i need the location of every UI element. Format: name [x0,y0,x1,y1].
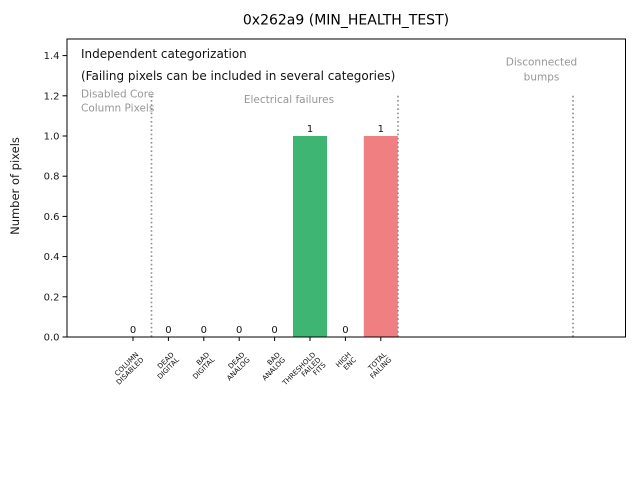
x-tick-label-bad-digital: BADDIGITAL [186,351,216,381]
separators-layer [150,95,574,337]
bar-threshold-failed-fits [293,136,327,337]
x-tick-label-column-disabled: COLUMNDISABLED [110,351,146,387]
bar-value-label: 0 [165,325,171,336]
y-tick-label: 0.0 [44,333,60,344]
annotation-failing-note: (Failing pixels can be included in sever… [81,69,395,83]
x-tick-label-dead-digital: DEADDIGITAL [151,351,181,381]
y-tick-label: 0.6 [44,212,60,223]
y-tick-label: 1.0 [44,132,60,143]
bars-layer: 0 0 0 0 0 1 0 1 [130,124,398,337]
y-tick-label: 0.8 [44,172,60,183]
bar-value-label: 1 [307,124,313,135]
bar-value-label: 0 [342,325,348,336]
chart-title: 0x262a9 (MIN_HEALTH_TEST) [243,13,449,29]
x-tick-label-threshold-failed-fits: THRESHOLDFAILEDFITS [280,350,328,398]
section-label-disabled-core-line1: Disabled Core [81,89,154,101]
y-tick-label: 1.4 [44,51,60,62]
x-tick-label-high-enc: HIGHENC [334,351,358,375]
x-tick-label-total-failing: TOTALFAILING [364,351,394,381]
bar-total-failing [363,136,398,337]
annotation-independent-categorization: Independent categorization [81,47,247,61]
section-label-disabled-core-line2: Column Pixels [81,103,154,115]
bar-value-label: 0 [271,325,277,336]
bar-value-label: 0 [236,325,242,336]
bar-value-label: 1 [378,124,384,135]
plot-frame [66,38,626,338]
bar-value-label: 0 [201,325,207,336]
x-tick-label-bad-analog: BADANALOG [256,351,288,383]
y-tick-label: 0.2 [44,292,60,303]
section-label-disconnected-bumps-line1: Disconnected [506,57,577,69]
section-label-disconnected-bumps-line2: bumps [524,72,560,84]
x-tick-label-dead-analog: DEADANALOG [220,351,252,383]
bar-value-label: 0 [130,325,136,336]
section-label-electrical-failures: Electrical failures [244,94,334,106]
y-tick-label: 0.4 [44,252,60,263]
y-axis-label: Number of pixels [8,137,22,235]
y-tick-label: 1.2 [44,91,60,102]
